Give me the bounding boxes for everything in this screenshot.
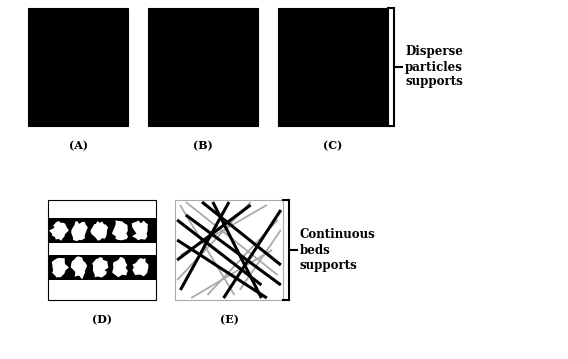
- Circle shape: [36, 25, 120, 109]
- Circle shape: [344, 0, 432, 52]
- Circle shape: [86, 25, 170, 109]
- Circle shape: [344, 23, 432, 111]
- Bar: [175, 200, 283, 300]
- Circle shape: [344, 82, 432, 170]
- Circle shape: [234, 23, 322, 111]
- Circle shape: [36, 84, 120, 168]
- Polygon shape: [52, 258, 69, 278]
- Circle shape: [289, 23, 377, 111]
- Circle shape: [86, 84, 170, 168]
- Polygon shape: [112, 257, 128, 277]
- Circle shape: [0, 84, 70, 168]
- Circle shape: [159, 82, 247, 170]
- Text: (E): (E): [220, 314, 239, 325]
- Text: Continuous
beds
supports: Continuous beds supports: [300, 228, 376, 271]
- Circle shape: [214, 23, 302, 111]
- Circle shape: [159, 23, 247, 111]
- Polygon shape: [90, 221, 108, 241]
- Polygon shape: [71, 221, 88, 241]
- Bar: [48, 218, 156, 243]
- Circle shape: [36, 0, 120, 50]
- Circle shape: [159, 0, 247, 52]
- Polygon shape: [132, 220, 148, 240]
- Bar: [278, 8, 388, 126]
- Text: Disperse
particles
supports: Disperse particles supports: [405, 46, 463, 89]
- Circle shape: [104, 82, 192, 170]
- Circle shape: [86, 0, 170, 50]
- Text: (A): (A): [69, 140, 87, 151]
- Polygon shape: [92, 257, 108, 278]
- Bar: [148, 8, 258, 126]
- Circle shape: [234, 82, 322, 170]
- Text: (D): (D): [92, 314, 112, 325]
- Polygon shape: [71, 257, 87, 279]
- Circle shape: [214, 0, 302, 52]
- Bar: [48, 255, 156, 280]
- Text: (B): (B): [193, 140, 213, 151]
- Bar: [28, 8, 128, 126]
- Circle shape: [289, 0, 377, 52]
- Bar: [48, 200, 156, 300]
- Polygon shape: [49, 221, 69, 241]
- Circle shape: [234, 0, 322, 52]
- Circle shape: [104, 0, 192, 52]
- Circle shape: [0, 0, 70, 50]
- Circle shape: [214, 82, 302, 170]
- Text: (C): (C): [323, 140, 343, 151]
- Circle shape: [289, 82, 377, 170]
- Circle shape: [104, 23, 192, 111]
- Circle shape: [0, 25, 70, 109]
- Polygon shape: [132, 258, 148, 276]
- Polygon shape: [112, 220, 128, 240]
